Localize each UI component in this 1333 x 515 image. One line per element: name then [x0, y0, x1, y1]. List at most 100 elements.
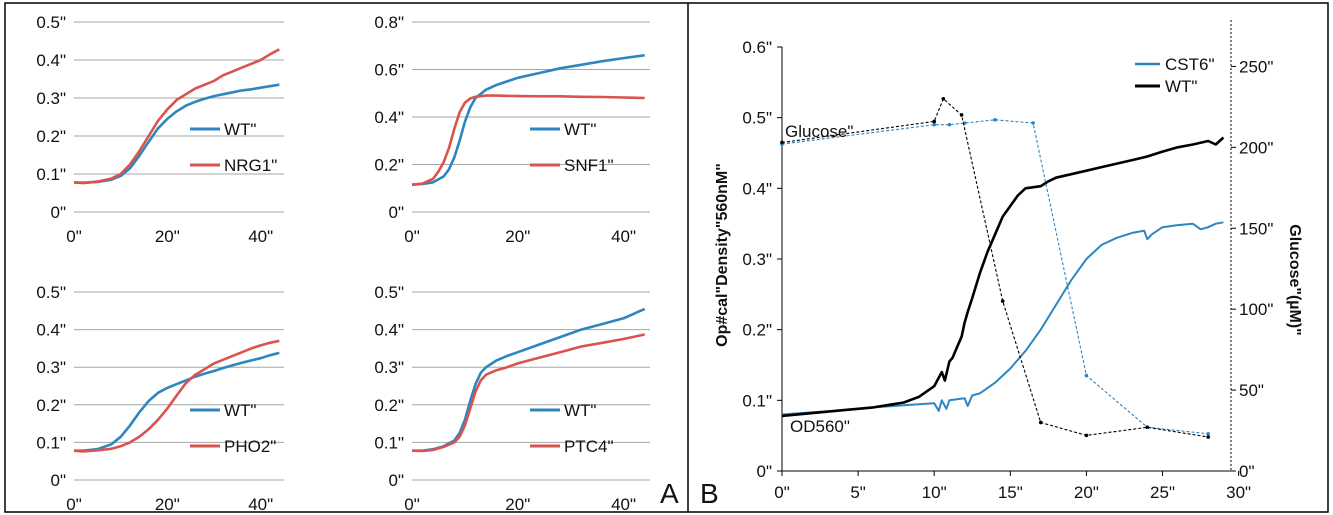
- series-line: [781, 221, 1224, 416]
- data-point: [1206, 431, 1210, 436]
- x-tick-label: 40": [611, 227, 636, 246]
- y-tick-label: 0.5": [36, 283, 66, 302]
- data-point: [1038, 420, 1043, 425]
- series-line: [73, 48, 280, 185]
- y2-tick-label: 0": [1239, 462, 1255, 481]
- data-point: [1206, 435, 1210, 439]
- y-tick-label: 0.4": [374, 108, 404, 127]
- y-tick-label: 0.2": [36, 127, 66, 146]
- x-tick-label: 40": [611, 495, 636, 514]
- data-point: [780, 140, 784, 145]
- y-tick-label: 0.3": [36, 89, 66, 108]
- y-tick-label: 0.1": [742, 391, 772, 410]
- y-tick-label: 0.2": [374, 396, 404, 415]
- y-tick-label: 0.4": [374, 321, 404, 340]
- data-point: [1000, 299, 1005, 303]
- glucose-annotation: Glucose": [785, 122, 853, 141]
- x-tick-label: 10": [922, 483, 947, 502]
- y-tick-label: 0.1": [374, 433, 404, 452]
- series-line: [411, 333, 645, 453]
- x-tick-label: 0": [404, 495, 420, 514]
- series-line: [781, 98, 1209, 438]
- chart-a4: 0" 0.1" 0.2" 0.3" 0.4" 0.5" 0" 20" 40" WT" PTC4": [374, 283, 650, 514]
- x-tick-label: 20": [505, 227, 530, 246]
- y2-tick-label: 150": [1239, 219, 1273, 238]
- y2-tick-label: 200": [1239, 138, 1273, 157]
- y-tick-label: 0.2": [374, 156, 404, 175]
- y-tick-label: 0.4": [36, 321, 66, 340]
- y-tick-label: 0.2": [36, 396, 66, 415]
- legend-label: WT": [1165, 77, 1197, 96]
- data-point: [1084, 373, 1089, 378]
- y-tick-label: 0.4": [742, 179, 772, 198]
- y-tick-label: 0.6": [374, 61, 404, 80]
- chart-a2: 0" 0.2" 0.4" 0.6" 0.8" 0" 20" 40" WT" SNF1": [374, 13, 650, 246]
- y-tick-label: 0.5": [742, 109, 772, 128]
- y2-tick-label: 250": [1239, 57, 1273, 76]
- x-tick-label: 20": [155, 227, 180, 246]
- x-tick-label: 0": [404, 227, 420, 246]
- x-tick-label: 20": [1074, 483, 1099, 502]
- series-line: [74, 351, 280, 453]
- data-point: [932, 122, 937, 127]
- y2-axis-title: Glucose"(µM)": [1286, 224, 1303, 336]
- y-tick-label: 0": [389, 471, 405, 490]
- data-point: [993, 118, 997, 122]
- y-tick-label: 0.4": [36, 51, 66, 70]
- legend-label: NRG1": [224, 156, 277, 175]
- y-tick-label: 0.5": [374, 283, 404, 302]
- y-axis-title: Op#cal"Density"560nM": [714, 163, 731, 347]
- y-tick-label: 0.2": [742, 321, 772, 340]
- legend-label: WT": [564, 401, 596, 420]
- x-tick-label: 0": [774, 483, 790, 502]
- chart-b: 0" 0.1" 0.2" 0.3" 0.4" 0.5" 0.6" 0" 50" 100" 150" 2…: [714, 20, 1303, 502]
- data-point: [947, 122, 952, 127]
- data-point: [941, 96, 946, 101]
- y-tick-label: 0.1": [36, 165, 66, 184]
- legend-label: CST6": [1165, 55, 1215, 74]
- x-tick-label: 20": [155, 495, 180, 514]
- y-tick-label: 0": [389, 203, 405, 222]
- panel-a-letter: A: [660, 478, 679, 509]
- legend-label: WT": [224, 120, 256, 139]
- y-tick-label: 0.3": [374, 358, 404, 377]
- series-line: [781, 136, 1225, 418]
- data-point: [932, 119, 937, 124]
- x-tick-label: 40": [248, 495, 273, 514]
- y-tick-label: 0": [757, 462, 773, 481]
- series-line: [73, 83, 280, 184]
- data-point: [1031, 121, 1035, 125]
- y2-tick-label: 100": [1239, 300, 1273, 319]
- legend-label: SNF1": [564, 156, 614, 175]
- legend-label: PTC4": [564, 437, 614, 456]
- data-point: [1084, 433, 1089, 438]
- x-tick-label: 25": [1150, 483, 1175, 502]
- od560-annotation: OD560": [790, 417, 850, 436]
- x-tick-label: 0": [66, 227, 82, 246]
- series-line: [73, 339, 280, 453]
- data-point: [1145, 425, 1150, 430]
- y-tick-label: 0.3": [742, 250, 772, 269]
- panel-b-letter: B: [700, 478, 719, 509]
- y-tick-label: 0.8": [374, 13, 404, 32]
- x-tick-label: 5": [850, 483, 866, 502]
- series-line: [411, 94, 645, 186]
- x-tick-label: 30": [1226, 483, 1251, 502]
- x-tick-label: 40": [248, 227, 273, 246]
- chart-a1: 0" 0.1" 0.2" 0.3" 0.4" 0.5" 0" 20" 40" WT" NRG1": [36, 13, 284, 246]
- figure-frame: [4, 2, 1329, 513]
- y2-tick-label: 50": [1239, 381, 1264, 400]
- y-tick-label: 0.1": [36, 433, 66, 452]
- y-tick-label: 0.3": [36, 358, 66, 377]
- x-tick-label: 15": [998, 483, 1023, 502]
- legend-label: WT": [564, 120, 596, 139]
- y-tick-label: 0": [51, 471, 67, 490]
- legend-label: PHO2": [224, 437, 276, 456]
- legend-label: WT": [224, 401, 256, 420]
- y-tick-label: 0": [51, 203, 67, 222]
- y-tick-label: 0.5": [36, 13, 66, 32]
- x-tick-label: 20": [505, 495, 530, 514]
- x-tick-label: 0": [66, 495, 82, 514]
